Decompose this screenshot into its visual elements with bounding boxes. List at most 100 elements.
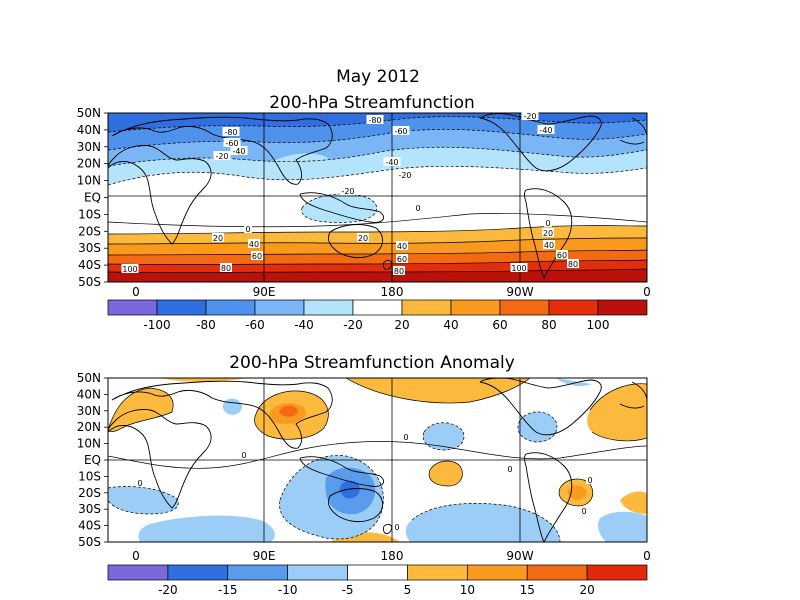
contour-label-bg [366,115,384,124]
contour-label-bg [402,432,410,441]
contour-label: 0 [137,479,142,488]
colorbar-label: -100 [143,318,170,332]
colorbar-swatch [205,299,256,316]
contour-label: 0 [581,507,586,516]
lon-tick-label: 90W [506,285,533,299]
colorbar-swatch [401,299,452,316]
lat-tick-label: 30S [78,241,101,255]
contour-label-bg [248,239,260,248]
contour-label: -40 [385,158,398,167]
colorbar-label: -20 [343,318,363,332]
top-colorbar: -100 -80 -60 -40 -20 20 40 60 80 100 [107,299,648,332]
colorbar-swatch [499,299,550,316]
contour-label-bg [521,111,539,120]
contour-label-bg [383,157,401,166]
lat-tick-label: 20N [77,157,101,171]
contour-label-bg [339,186,357,195]
top-panel-title: 200-hPa Streamfunction [269,93,475,113]
colorbar-label: 10 [460,583,475,597]
colorbar-swatch [586,564,648,581]
lat-tick-label: 40S [78,519,101,533]
contour-label: -20 [341,187,354,196]
contour-label-bg [567,259,579,268]
lat-tick-label: 20S [78,224,101,238]
lat-tick-label: 50N [77,106,101,120]
lat-tick-label: 30N [77,404,101,418]
colorbar-swatch [107,564,169,581]
lat-tick-label: 30N [77,140,101,154]
contour-label: -80 [224,128,237,137]
contour-label: -20 [398,171,411,180]
contour-label: 0 [403,433,408,442]
contour-label: 100 [511,264,526,273]
lon-tick-label: 0 [643,549,651,563]
contour-label-bg [580,506,588,515]
contour-label: 40 [544,241,554,250]
contour-label: -60 [225,139,238,148]
colorbar-swatch [450,299,501,316]
colorbar-swatch [156,299,207,316]
colorbar-label: -40 [294,318,314,332]
contour-label-bg [136,478,144,487]
bottom-map-panel: 0 0 0 0 0 0 0 50N 40N 30N 20N 10N EQ 10S 20S 30S 40S 50S… [77,371,651,597]
colorbar-swatch [347,564,408,581]
contour-label: 20 [358,234,368,243]
colorbar-label: 5 [404,583,412,597]
contour-label: 0 [394,523,399,532]
contour-label: 60 [557,251,567,260]
contour-label-bg [414,203,422,212]
lat-tick-label: 40N [77,387,101,401]
colorbar-label: 100 [587,318,610,332]
figure-date-title: May 2012 [336,67,420,87]
lat-tick-label: 10N [77,437,101,451]
contour-label-bg [544,218,552,227]
colorbar-swatch [107,299,158,316]
contour-label: -20 [523,112,536,121]
contour-label: 40 [397,242,407,251]
contour-label-bg [396,170,414,179]
contour-label-bg [393,266,405,275]
lon-tick-label: 90E [253,549,276,563]
contour-label: 40 [249,240,259,249]
contour-label: 100 [122,265,137,274]
contour-label: 20 [543,229,553,238]
colorbar-label: 40 [443,318,458,332]
colorbar-swatch [352,299,403,316]
lat-tick-label: 40N [77,123,101,137]
top-lat-axis: 50N 40N 30N 20N 10N EQ 10S 20S 30S 40S 50S [77,106,108,289]
contour-label: 60 [397,255,407,264]
contour-label-bg [396,254,408,263]
colorbar-label: -15 [218,583,238,597]
contour-label-bg [586,475,594,484]
contour-label: 0 [245,225,250,234]
contour-label: 0 [545,219,550,228]
colorbar-swatch [303,299,354,316]
contour-label: 80 [221,264,231,273]
lon-tick-label: 0 [132,285,140,299]
anomaly-positive-regions [108,378,647,542]
lon-tick-label: 180 [381,549,404,563]
colorbar-swatch [254,299,305,316]
lon-tick-label: 180 [381,285,404,299]
colorbar-swatch [407,564,468,581]
colorbar-label: 60 [492,318,507,332]
lon-tick-label: 90W [506,549,533,563]
lat-tick-label: 50S [78,275,101,289]
contour-label-bg [213,151,231,160]
colorbar-swatch [227,564,289,581]
lat-tick-label: 20N [77,420,101,434]
contour-label-bg [396,241,408,250]
colorbar-label: -60 [245,318,265,332]
lat-tick-label: 10N [77,174,101,188]
contour-label: -80 [368,116,381,125]
contour-label-bg [244,224,252,233]
contour-label: 0 [587,476,592,485]
contour-label-bg [121,264,139,273]
contour-label-bg [392,126,410,135]
lat-tick-label: EQ [84,453,101,467]
colorbar-swatch [597,299,648,316]
contour-label: -60 [394,127,407,136]
contour-label-bg [240,450,248,459]
lon-tick-label: 0 [643,285,651,299]
